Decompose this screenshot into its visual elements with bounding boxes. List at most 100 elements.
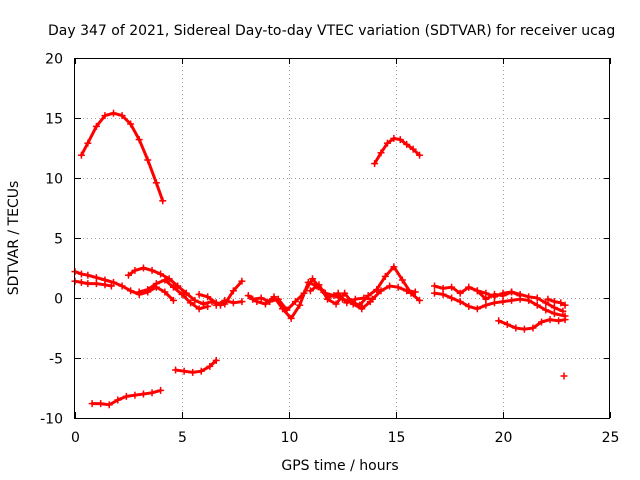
data-point: [296, 301, 304, 309]
data-point: [495, 317, 503, 325]
series-arc-1: [77, 109, 167, 205]
data-point: [139, 264, 147, 272]
data-point: [114, 396, 122, 404]
data-point: [274, 295, 282, 303]
data-point: [550, 298, 558, 306]
data-point: [161, 288, 169, 296]
data-point: [398, 276, 406, 284]
data-point: [238, 277, 246, 285]
series-arc-12: [306, 281, 374, 313]
data-point: [503, 320, 511, 328]
data-point: [482, 301, 490, 309]
data-point: [373, 286, 381, 294]
data-point: [229, 287, 237, 295]
data-point: [306, 287, 314, 295]
y-tick-label: 0: [54, 292, 63, 308]
data-point: [533, 294, 541, 302]
series-trace: [308, 283, 372, 311]
data-point: [525, 296, 533, 304]
data-point: [165, 275, 173, 283]
y-tick-label: -10: [40, 412, 63, 428]
data-point: [97, 400, 105, 408]
data-point: [448, 294, 456, 302]
data-point: [300, 289, 308, 297]
data-point: [546, 316, 554, 324]
data-point: [490, 293, 498, 301]
data-point: [174, 282, 182, 290]
data-point: [508, 288, 516, 296]
data-point: [499, 289, 507, 297]
data-point: [557, 299, 565, 307]
series-isolated-point: [560, 372, 568, 380]
data-point: [257, 294, 265, 302]
series-trace: [214, 298, 244, 307]
data-point: [212, 356, 220, 364]
data-point: [439, 290, 447, 298]
data-point: [197, 367, 205, 375]
data-point: [560, 372, 568, 380]
data-point: [533, 301, 541, 309]
x-tick-label: 5: [178, 430, 187, 446]
data-point: [465, 283, 473, 291]
data-point: [131, 391, 139, 399]
data-point: [144, 156, 152, 164]
y-axis-label: SDTVAR / TECUs: [6, 181, 22, 296]
y-tick-label: 5: [54, 232, 63, 248]
chart-title: Day 347 of 2021, Sidereal Day-to-day VTE…: [48, 23, 615, 39]
data-point: [182, 289, 190, 297]
data-point: [148, 389, 156, 397]
data-point: [84, 280, 92, 288]
data-point: [386, 282, 394, 290]
data-point: [544, 295, 552, 303]
data-point: [371, 160, 379, 168]
data-point: [125, 271, 132, 279]
data-point: [107, 282, 115, 290]
series-trace: [433, 291, 567, 318]
data-point: [324, 295, 332, 303]
data-point: [431, 282, 439, 290]
data-point: [403, 287, 411, 295]
plot-frame: [74, 58, 610, 419]
data-point: [508, 296, 516, 304]
data-point: [520, 325, 528, 333]
data-point: [131, 266, 139, 274]
data-point: [516, 292, 524, 300]
data-point: [448, 283, 456, 291]
data-point: [411, 288, 419, 296]
data-point: [559, 307, 567, 315]
data-point: [550, 310, 558, 318]
data-point: [77, 270, 85, 278]
data-point: [381, 272, 389, 280]
data-point: [169, 296, 177, 304]
data-point: [92, 280, 100, 288]
data-point: [152, 179, 160, 187]
data-point: [456, 298, 464, 306]
data-point: [431, 289, 439, 297]
x-axis-label: GPS time / hours: [281, 458, 398, 474]
data-point: [161, 276, 169, 284]
x-tick-label: 25: [602, 430, 620, 446]
data-point: [360, 294, 368, 302]
data-point: [351, 295, 359, 303]
x-tick-label: 15: [388, 430, 406, 446]
data-point: [206, 362, 214, 370]
data-point: [122, 392, 130, 400]
data-point: [332, 300, 340, 308]
data-point: [390, 134, 398, 142]
data-point: [189, 368, 197, 376]
series-arc-9: [172, 356, 220, 376]
data-point: [249, 295, 257, 303]
data-point: [561, 316, 569, 324]
data-point: [439, 284, 447, 292]
data-point: [349, 300, 357, 308]
series-arc-16: [465, 283, 524, 301]
series-arc-13: [371, 134, 424, 168]
data-point: [283, 306, 291, 314]
data-point: [416, 151, 424, 159]
data-point: [499, 298, 507, 306]
data-point: [490, 299, 498, 307]
data-point: [127, 287, 135, 295]
data-point: [157, 270, 165, 278]
data-point: [482, 289, 490, 297]
y-tick-label: 15: [45, 112, 63, 128]
